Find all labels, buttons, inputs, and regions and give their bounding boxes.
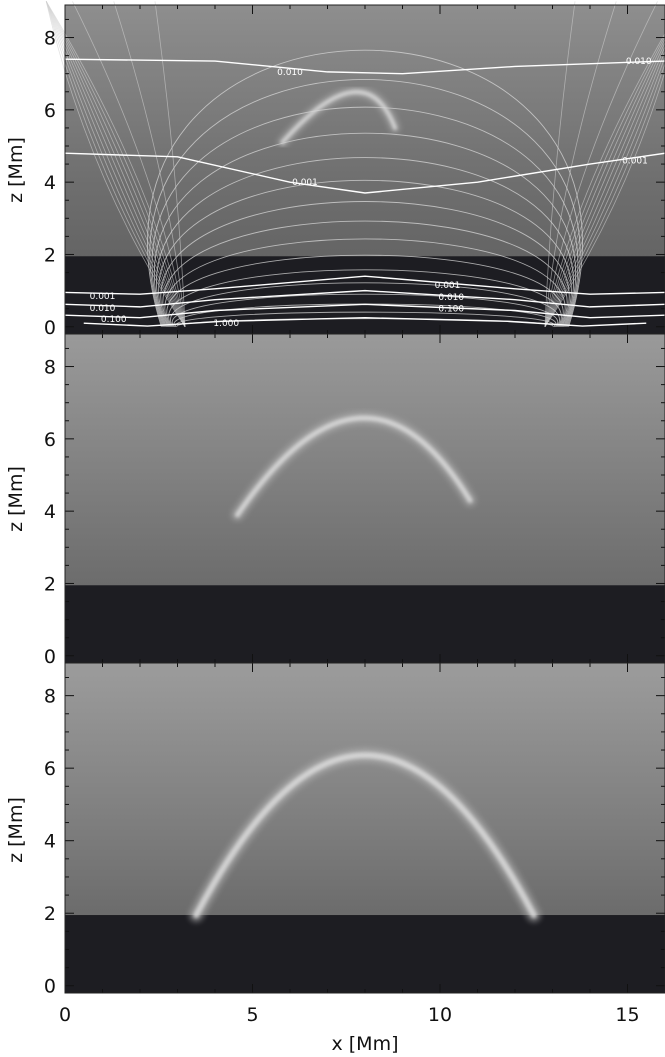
contour-label: 0.001 (292, 178, 318, 188)
y-tick-label: 0 (44, 976, 56, 998)
y-axis-title-bottom: z [Mm] (5, 797, 27, 863)
panel-middle: 0 2 4 6 8 (44, 333, 665, 668)
field-line (168, 269, 562, 328)
axis-ticks: 0 2 4 6 8 (44, 334, 665, 668)
loop-emission (231, 412, 476, 521)
field-line (544, 1, 658, 327)
x-axis-title: x [Mm] (331, 1033, 398, 1055)
contour-label: 0.001 (435, 281, 461, 291)
panel-middle-chromosphere (65, 585, 665, 663)
field-line (175, 311, 555, 328)
y-tick-label: 6 (44, 100, 56, 122)
y-axis-title-middle: z [Mm] (5, 466, 27, 532)
field-line (45, 1, 186, 327)
contour-line (64, 152, 665, 194)
field-line (45, 1, 186, 327)
contour-label: 0.001 (90, 292, 116, 302)
field-line (544, 1, 617, 327)
field-line (544, 32, 665, 327)
contour-line (64, 303, 665, 319)
contour-line (64, 58, 665, 75)
field-line (154, 1, 186, 327)
y-tick-label: 4 (44, 172, 56, 194)
field-line (544, 69, 665, 327)
x-tick-label: 15 (615, 1004, 639, 1026)
field-line (544, 41, 665, 327)
y-tick-label: 8 (44, 357, 56, 379)
field-line (113, 1, 186, 327)
panel-bottom-chromosphere (65, 915, 665, 993)
contour-label: 0.010 (90, 304, 116, 314)
loop-emission (189, 748, 541, 923)
y-tick-label: 0 (44, 317, 56, 339)
field-line (164, 238, 566, 327)
field-line (162, 220, 568, 327)
contour-label: 0.100 (438, 305, 464, 315)
x-tick-label: 5 (246, 1004, 258, 1026)
contour-label: 0.010 (626, 57, 652, 67)
axis-ticks: 0 2 4 6 8 0 5 10 15 (44, 663, 665, 1026)
contour-line (64, 275, 665, 295)
field-line (151, 106, 579, 327)
field-line (45, 1, 186, 327)
loop-emission (277, 87, 400, 148)
y-tick-label: 2 (44, 903, 56, 925)
y-tick-label: 8 (44, 28, 56, 50)
axis-ticks: 0 2 4 6 8 (44, 5, 665, 339)
contour-line (64, 289, 665, 308)
loop-core (193, 752, 537, 919)
y-tick-label: 6 (44, 758, 56, 780)
field-line (156, 157, 574, 327)
y-tick-label: 8 (44, 686, 56, 708)
field-line (544, 55, 665, 327)
field-line (160, 201, 570, 327)
y-tick-label: 2 (44, 573, 56, 595)
field-line (544, 35, 665, 327)
field-line (45, 1, 186, 327)
y-tick-label: 6 (44, 429, 56, 451)
field-line (544, 38, 665, 327)
field-lines (45, 1, 665, 328)
field-line (45, 1, 186, 327)
contour-label: 1.000 (213, 319, 239, 329)
field-line (170, 282, 560, 328)
field-line (72, 1, 186, 327)
panel-bottom-frame (64, 662, 665, 994)
field-line (154, 132, 576, 327)
field-line (45, 1, 186, 327)
panel-bottom: 0 2 4 6 8 0 5 10 15 (44, 662, 665, 1026)
contour-label: 0.001 (622, 156, 648, 166)
field-line (544, 45, 665, 327)
field-line (544, 1, 576, 327)
field-line (45, 1, 186, 327)
y-tick-label: 4 (44, 501, 56, 523)
contour-label: 0.100 (101, 315, 127, 325)
field-line (171, 293, 559, 328)
field-line (544, 62, 665, 327)
loop-core (235, 415, 473, 518)
y-tick-label: 2 (44, 244, 56, 266)
contour-line (83, 317, 647, 327)
y-tick-label: 0 (44, 646, 56, 668)
field-line (45, 1, 186, 327)
y-tick-label: 4 (44, 831, 56, 853)
loop-core (280, 90, 397, 145)
contour-label: 0.010 (277, 68, 303, 78)
contour-label: 0.010 (438, 293, 464, 303)
field-line (45, 1, 186, 327)
field-line (149, 79, 581, 327)
field-line (147, 49, 583, 327)
x-tick-label: 0 (59, 1004, 71, 1026)
field-line (544, 50, 665, 327)
y-axis-title-top: z [Mm] (5, 137, 27, 203)
x-tick-label: 10 (428, 1004, 452, 1026)
field-line (158, 179, 572, 327)
